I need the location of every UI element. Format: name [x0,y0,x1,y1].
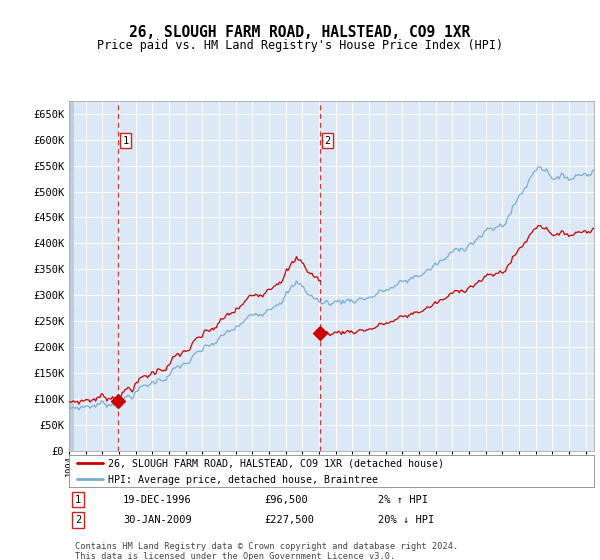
Text: 2: 2 [325,136,331,146]
Text: 19-DEC-1996: 19-DEC-1996 [123,494,192,505]
Point [316,328,325,337]
Text: 1: 1 [122,136,129,146]
Text: 20% ↓ HPI: 20% ↓ HPI [378,515,434,525]
Text: 26, SLOUGH FARM ROAD, HALSTEAD, CO9 1XR (detached house): 26, SLOUGH FARM ROAD, HALSTEAD, CO9 1XR … [109,459,445,469]
Text: £227,500: £227,500 [264,515,314,525]
Text: £96,500: £96,500 [264,494,308,505]
Bar [69,101,74,451]
Point [113,396,123,405]
Text: Price paid vs. HM Land Registry's House Price Index (HPI): Price paid vs. HM Land Registry's House … [97,39,503,52]
Text: 2% ↑ HPI: 2% ↑ HPI [378,494,428,505]
Text: HPI: Average price, detached house, Braintree: HPI: Average price, detached house, Brai… [109,475,379,485]
Text: 30-JAN-2009: 30-JAN-2009 [123,515,192,525]
Text: 1: 1 [75,494,81,505]
Text: Contains HM Land Registry data © Crown copyright and database right 2024.
This d: Contains HM Land Registry data © Crown c… [75,542,458,560]
Text: 2: 2 [75,515,81,525]
Text: 26, SLOUGH FARM ROAD, HALSTEAD, CO9 1XR: 26, SLOUGH FARM ROAD, HALSTEAD, CO9 1XR [130,25,470,40]
